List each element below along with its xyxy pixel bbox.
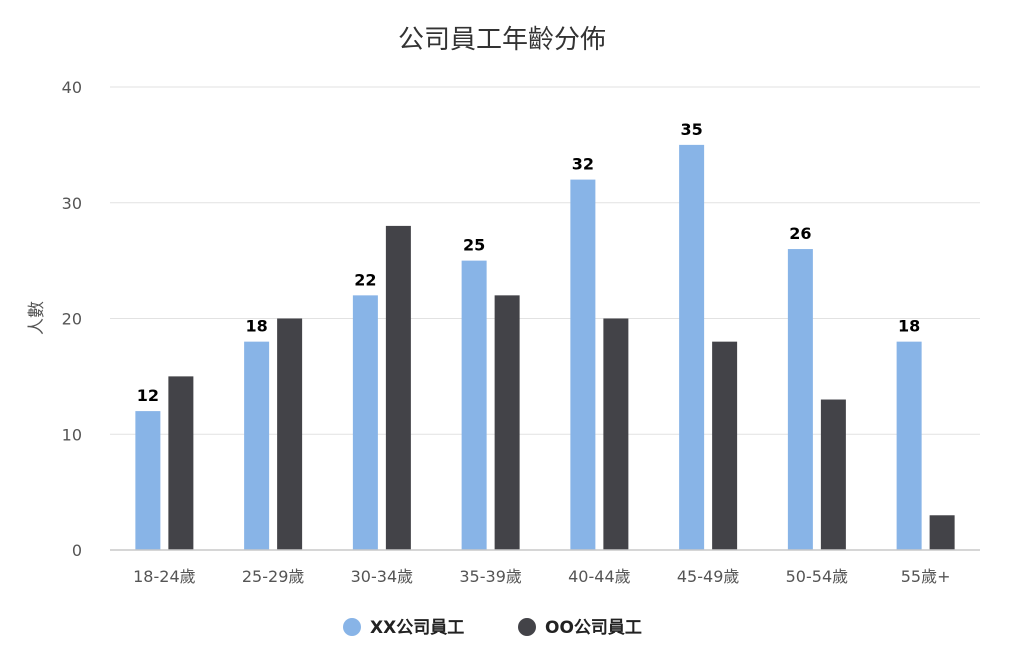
- legend-marker: [343, 618, 361, 636]
- x-tick-label: 35-39歲: [459, 567, 522, 586]
- data-label: 22: [354, 270, 376, 289]
- bar-oo-7[interactable]: [929, 515, 955, 550]
- data-label: 26: [789, 224, 811, 243]
- legend[interactable]: XX公司員工 OO公司員工: [343, 618, 642, 638]
- data-label: 35: [680, 120, 702, 139]
- data-labels: 12 18 22 25 32 35 26 18: [137, 120, 921, 405]
- x-tick-label: 50-54歲: [786, 567, 849, 586]
- data-label: 12: [137, 386, 159, 405]
- y-axis-label: 人數: [27, 301, 47, 335]
- bar-xx-3[interactable]: [461, 260, 487, 550]
- bar-oo-0[interactable]: [168, 376, 194, 550]
- x-tick-label: 30-34歲: [351, 567, 414, 586]
- x-tick-label: 18-24歲: [133, 567, 196, 586]
- bar-oo-5[interactable]: [712, 341, 738, 550]
- x-tick-label: 45-49歲: [677, 567, 740, 586]
- legend-label: XX公司員工: [370, 618, 464, 638]
- legend-item-oo[interactable]: OO公司員工: [518, 618, 642, 638]
- data-label: 18: [898, 317, 920, 336]
- bar-oo-1[interactable]: [277, 318, 303, 551]
- chart-title: 公司員工年齡分佈: [398, 25, 606, 55]
- bar-oo-4[interactable]: [603, 318, 629, 551]
- bar-xx-0[interactable]: [135, 411, 161, 550]
- bars: [135, 144, 955, 551]
- data-label: 25: [463, 236, 485, 255]
- y-axis-ticks: 0 10 20 30 40: [62, 78, 82, 560]
- y-tick-label: 20: [62, 310, 82, 329]
- bar-oo-2[interactable]: [385, 225, 411, 550]
- legend-marker: [518, 618, 536, 636]
- y-tick-label: 30: [62, 194, 82, 213]
- x-tick-label: 40-44歲: [568, 567, 631, 586]
- y-tick-label: 10: [62, 425, 82, 444]
- legend-label: OO公司員工: [545, 618, 642, 638]
- bar-xx-6[interactable]: [787, 249, 813, 551]
- bar-xx-4[interactable]: [570, 179, 596, 550]
- y-tick-label: 40: [62, 78, 82, 97]
- x-axis-ticks: 18-24歲 25-29歲 30-34歲 35-39歲 40-44歲 45-49歲 50-5…: [133, 567, 950, 586]
- x-tick-label: 25-29歲: [242, 567, 305, 586]
- x-tick-label: 55歲+: [901, 567, 951, 586]
- bar-oo-3[interactable]: [494, 295, 520, 550]
- y-tick-label: 0: [72, 541, 82, 560]
- data-label: 32: [572, 155, 594, 174]
- bar-xx-1[interactable]: [244, 341, 270, 550]
- legend-item-xx[interactable]: XX公司員工: [343, 618, 464, 638]
- data-label: 18: [245, 317, 267, 336]
- bar-oo-6[interactable]: [820, 399, 846, 550]
- bar-xx-7[interactable]: [896, 341, 922, 550]
- bar-xx-5[interactable]: [679, 144, 705, 550]
- gridlines: [110, 86, 980, 435]
- bar-xx-2[interactable]: [352, 295, 378, 550]
